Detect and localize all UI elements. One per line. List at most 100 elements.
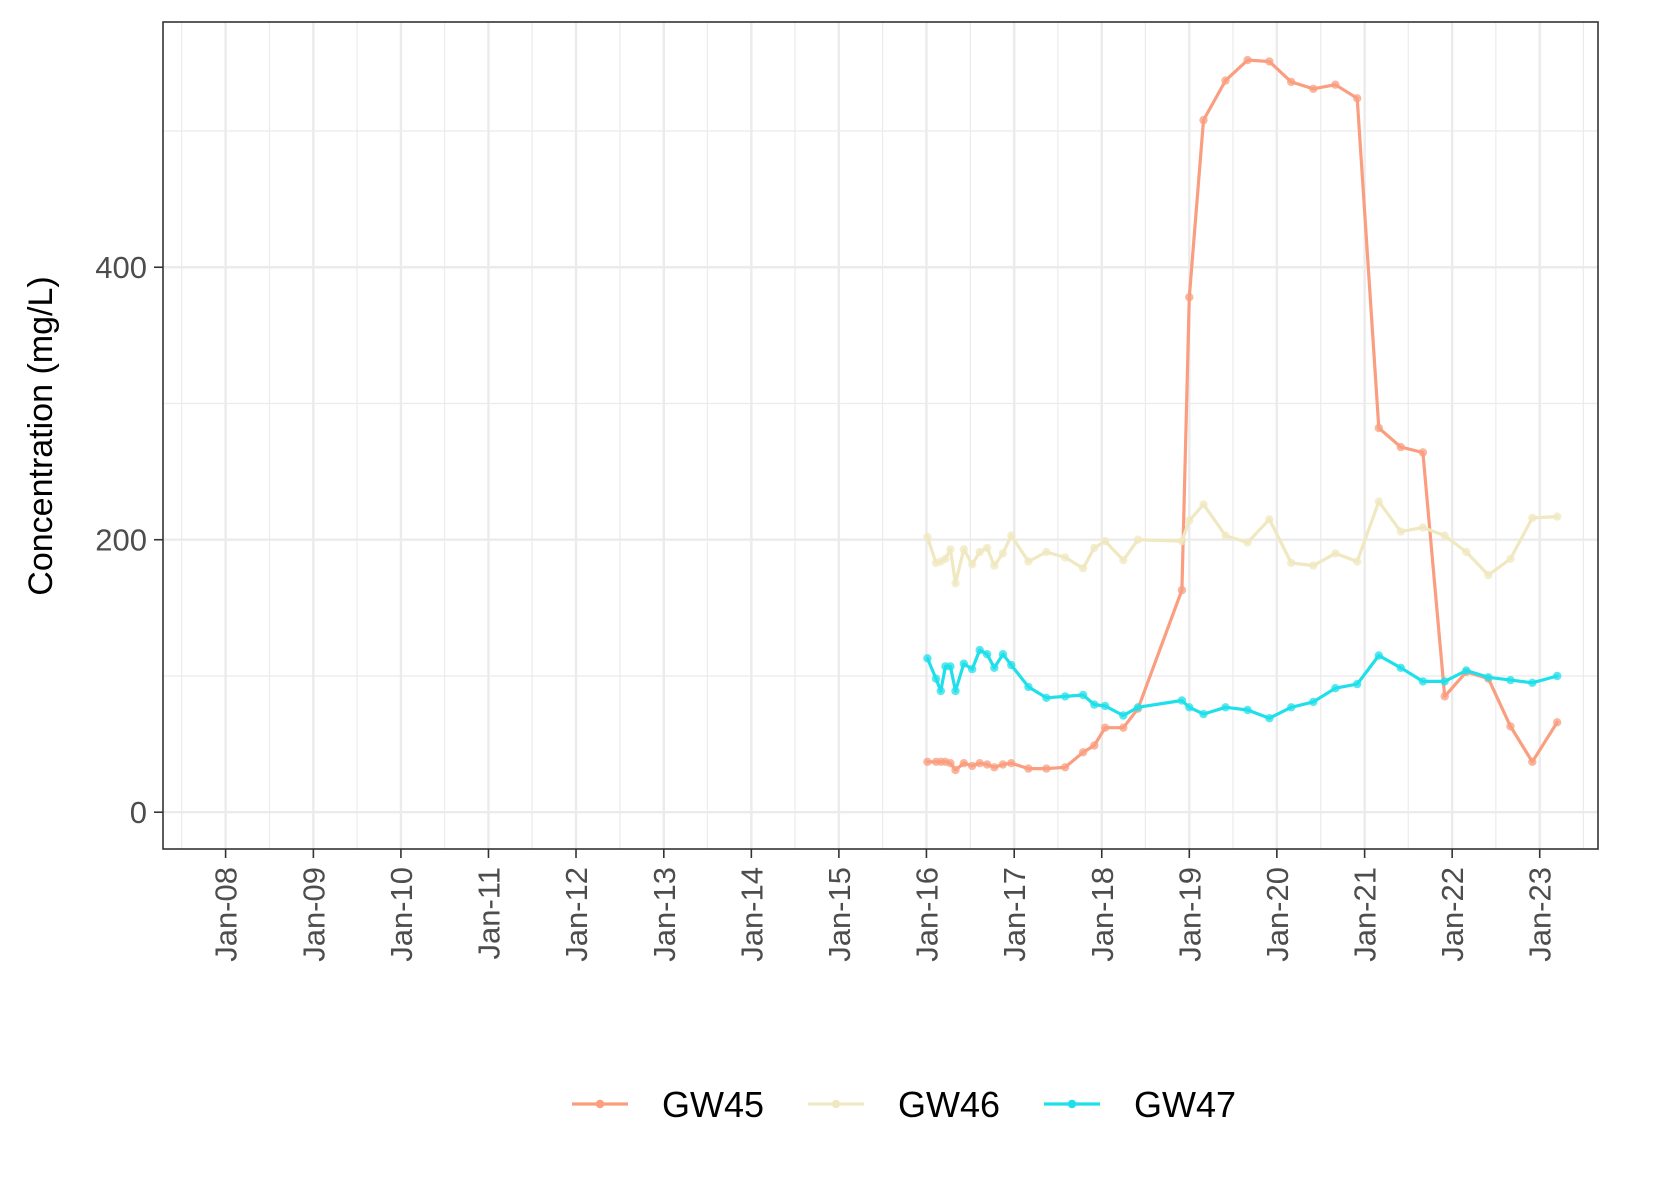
data-point-gw45 bbox=[1553, 718, 1562, 727]
data-point-gw47 bbox=[1177, 696, 1187, 705]
data-point-gw46 bbox=[975, 547, 984, 557]
x-tick-label: Jan-23 bbox=[1523, 867, 1558, 962]
legend-key-point-gw46 bbox=[831, 1099, 841, 1109]
data-point-gw46 bbox=[1440, 531, 1449, 540]
data-point-gw46 bbox=[1243, 538, 1252, 547]
data-point-gw46 bbox=[1418, 523, 1428, 532]
data-point-gw45 bbox=[1528, 757, 1537, 766]
x-tick-label: Jan-18 bbox=[1085, 867, 1120, 962]
data-point-gw47 bbox=[951, 686, 960, 696]
data-point-gw46 bbox=[1042, 547, 1051, 557]
data-point-gw47 bbox=[1243, 705, 1252, 715]
data-point-gw46 bbox=[951, 579, 960, 588]
data-point-gw45 bbox=[1440, 692, 1449, 701]
data-point-gw45 bbox=[1100, 723, 1110, 732]
data-point-gw46 bbox=[1265, 515, 1274, 524]
data-point-gw47 bbox=[990, 663, 999, 672]
data-point-gw47 bbox=[1506, 675, 1515, 685]
legend: GW45 GW46 GW47 bbox=[572, 1084, 1236, 1125]
data-point-gw46 bbox=[1331, 549, 1340, 558]
data-point-gw45 bbox=[1177, 585, 1187, 595]
data-point-gw46 bbox=[1528, 513, 1537, 523]
data-point-gw47 bbox=[1090, 700, 1099, 709]
series-layer bbox=[923, 55, 1562, 775]
data-point-gw46 bbox=[1100, 536, 1110, 546]
data-point-gw47 bbox=[1528, 678, 1537, 687]
y-tick-label: 0 bbox=[130, 795, 147, 830]
data-point-gw47 bbox=[931, 674, 941, 683]
x-tick-label: Jan-08 bbox=[209, 867, 244, 962]
data-point-gw47 bbox=[998, 650, 1008, 659]
data-point-gw46 bbox=[1133, 535, 1143, 544]
data-point-gw46 bbox=[1396, 527, 1406, 536]
x-tick-label: Jan-14 bbox=[734, 867, 769, 962]
data-point-gw47 bbox=[923, 654, 932, 663]
panel-border bbox=[162, 21, 1599, 850]
panel-background bbox=[163, 22, 1598, 849]
data-point-gw47 bbox=[1221, 703, 1230, 712]
data-point-gw47 bbox=[1287, 703, 1296, 712]
data-point-gw45 bbox=[1374, 423, 1384, 433]
x-tick-label: Jan-22 bbox=[1435, 867, 1470, 962]
data-point-gw45 bbox=[923, 757, 932, 766]
x-tick-label: Jan-21 bbox=[1348, 867, 1383, 962]
data-point-gw45 bbox=[1418, 448, 1428, 457]
data-point-gw45 bbox=[959, 759, 968, 768]
data-point-gw47 bbox=[1199, 709, 1208, 719]
data-point-gw45 bbox=[982, 760, 992, 769]
data-point-gw45 bbox=[1353, 94, 1362, 103]
data-point-gw47 bbox=[1119, 711, 1128, 720]
x-tick-label: Jan-12 bbox=[559, 867, 594, 962]
data-point-gw46 bbox=[1199, 500, 1208, 509]
data-point-gw47 bbox=[968, 665, 977, 674]
data-point-gw47 bbox=[936, 686, 945, 696]
data-point-gw47 bbox=[1353, 679, 1362, 689]
data-point-gw47 bbox=[1553, 671, 1562, 681]
data-point-gw46 bbox=[1007, 531, 1016, 540]
data-point-gw46 bbox=[1060, 553, 1070, 562]
series-line-gw47 bbox=[925, 648, 1559, 720]
data-point-gw47 bbox=[1418, 677, 1428, 686]
data-point-gw47 bbox=[1440, 677, 1449, 686]
data-point-gw45 bbox=[1243, 55, 1252, 65]
x-tick-label: Jan-11 bbox=[472, 867, 507, 960]
data-point-gw47 bbox=[1484, 673, 1493, 682]
data-point-gw45 bbox=[1287, 77, 1296, 87]
data-point-gw45 bbox=[951, 765, 960, 775]
data-point-gw46 bbox=[990, 561, 999, 570]
data-point-gw47 bbox=[1309, 697, 1318, 707]
data-point-gw46 bbox=[1309, 561, 1318, 570]
data-point-gw47 bbox=[1078, 690, 1088, 700]
data-point-gw47 bbox=[1060, 692, 1070, 701]
data-point-gw45 bbox=[1506, 722, 1515, 731]
data-point-gw47 bbox=[1265, 714, 1274, 723]
grid bbox=[163, 22, 1598, 849]
data-point-gw46 bbox=[1462, 547, 1471, 557]
x-tick-label: Jan-19 bbox=[1172, 867, 1207, 962]
data-point-gw45 bbox=[998, 760, 1008, 769]
y-tick-label: 200 bbox=[95, 523, 147, 558]
data-point-gw46 bbox=[1553, 512, 1562, 521]
data-point-gw47 bbox=[946, 662, 955, 671]
series-line-gw46 bbox=[925, 500, 1559, 585]
data-point-gw47 bbox=[1007, 660, 1016, 670]
data-point-gw47 bbox=[1133, 703, 1143, 712]
data-point-gw45 bbox=[946, 759, 955, 768]
x-tick-label: Jan-13 bbox=[647, 867, 682, 962]
data-point-gw46 bbox=[1024, 557, 1033, 566]
data-point-gw47 bbox=[1100, 701, 1110, 711]
data-point-gw45 bbox=[1119, 723, 1128, 732]
data-point-gw46 bbox=[923, 532, 932, 542]
x-tick-label: Jan-09 bbox=[296, 867, 331, 962]
y-axis-title: Concentration (mg/L) bbox=[22, 276, 60, 595]
data-point-gw46 bbox=[1078, 564, 1088, 573]
x-tick-label: Jan-17 bbox=[997, 867, 1032, 962]
x-tick-label: Jan-20 bbox=[1260, 867, 1295, 962]
data-point-gw45 bbox=[1185, 293, 1194, 302]
data-point-gw47 bbox=[1331, 684, 1340, 693]
data-point-gw46 bbox=[941, 554, 950, 563]
data-point-gw46 bbox=[998, 549, 1008, 558]
data-point-gw45 bbox=[1078, 748, 1088, 757]
x-tick-label: Jan-10 bbox=[384, 867, 419, 962]
